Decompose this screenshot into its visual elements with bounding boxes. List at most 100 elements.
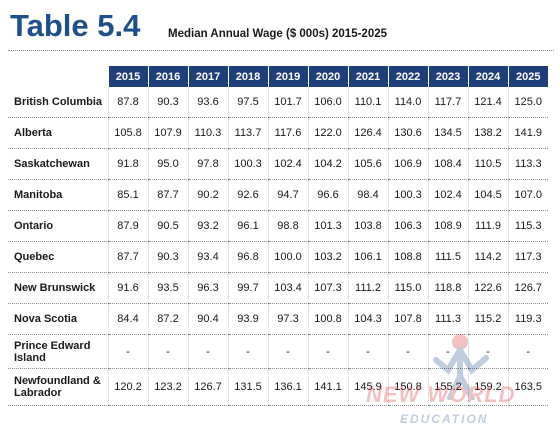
wage-cell: 93.5	[147, 272, 188, 304]
wage-cell: 104.2	[307, 148, 348, 180]
wage-cell: 103.2	[307, 241, 348, 273]
province-name: Nova Scotia	[8, 303, 108, 335]
province-name: Manitoba	[8, 179, 108, 211]
header-divider	[8, 50, 554, 51]
wage-cell: 100.3	[387, 179, 428, 211]
wage-table-body: British Columbia 87.8 90.3 93.6 97.5 101.7 106…	[8, 87, 548, 406]
wage-cell: 122.6	[467, 272, 508, 304]
wage-cell: 117.7	[427, 87, 468, 118]
province-name: British Columbia	[8, 87, 108, 118]
wage-cell: 87.7	[107, 241, 148, 273]
table-row: Prince Edward Island - - - - - - - - - - -	[8, 334, 548, 369]
wage-cell: 136.1	[267, 368, 308, 406]
wage-cell: 90.3	[147, 87, 188, 118]
table-row: British Columbia 87.8 90.3 93.6 97.5 101.7 106…	[8, 87, 548, 118]
wage-cell: 87.9	[107, 210, 148, 242]
wage-cell: 123.2	[147, 368, 188, 406]
wage-cell: 90.2	[187, 179, 228, 211]
table-row: Nova Scotia 84.4 87.2 90.4 93.9 97.3 100.8 104.…	[8, 303, 548, 335]
wage-table: 2015 2016 2017 2018 2019 2020 2021 2022 …	[8, 66, 548, 406]
year-header: 2025	[507, 66, 548, 87]
wage-cell: -	[147, 334, 188, 369]
wage-cell: 107.3	[307, 272, 348, 304]
wage-cell: 90.3	[147, 241, 188, 273]
wage-cell: 115.0	[387, 272, 428, 304]
wage-cell: 106.3	[387, 210, 428, 242]
wage-cell: 96.8	[227, 241, 268, 273]
wage-cell: 85.1	[107, 179, 148, 211]
province-name: Saskatchewan	[8, 148, 108, 180]
wage-cell: 111.5	[427, 241, 468, 273]
wage-cell: 130.6	[387, 117, 428, 149]
year-header: 2018	[227, 66, 268, 87]
wage-cell: 104.3	[347, 303, 388, 335]
table-row: Alberta 105.8 107.9 110.3 113.7 117.6 122.0 126…	[8, 117, 548, 149]
wage-cell: 87.2	[147, 303, 188, 335]
wage-cell: 110.1	[347, 87, 388, 118]
wage-cell: 93.4	[187, 241, 228, 273]
province-name: New Brunswick	[8, 272, 108, 304]
wage-cell: 92.6	[227, 179, 268, 211]
wage-cell: 113.7	[227, 117, 268, 149]
wage-cell: 102.4	[427, 179, 468, 211]
wage-cell: 106.0	[307, 87, 348, 118]
province-name: Quebec	[8, 241, 108, 273]
wage-cell: 96.3	[187, 272, 228, 304]
wage-cell: 111.3	[427, 303, 468, 335]
wage-cell: -	[227, 334, 268, 369]
wage-cell: 105.6	[347, 148, 388, 180]
table-row: Ontario 87.9 90.5 93.2 96.1 98.8 101.3 103.8 106…	[8, 210, 548, 242]
wage-cell: 97.8	[187, 148, 228, 180]
wage-cell: 125.0	[507, 87, 548, 118]
wage-cell: 104.5	[467, 179, 508, 211]
table-row: Saskatchewan 91.8 95.0 97.8 100.3 102.4 104.2 1…	[8, 148, 548, 180]
wage-cell: 101.7	[267, 87, 308, 118]
wage-cell: 155.2	[427, 368, 468, 406]
wage-cell: -	[347, 334, 388, 369]
wage-cell: 97.3	[267, 303, 308, 335]
wage-cell: 159.2	[467, 368, 508, 406]
wage-cell: -	[187, 334, 228, 369]
wage-cell: 120.2	[107, 368, 148, 406]
table-header: Table 5.4 Median Annual Wage ($ 000s) 20…	[8, 6, 554, 52]
wage-cell: 110.5	[467, 148, 508, 180]
wage-cell: 98.4	[347, 179, 388, 211]
wage-cell: -	[507, 334, 548, 369]
year-header: 2023	[427, 66, 468, 87]
wage-cell: 108.9	[427, 210, 468, 242]
wage-cell: 107.8	[387, 303, 428, 335]
table-number: Table 5.4	[10, 8, 141, 43]
table-row: Quebec 87.7 90.3 93.4 96.8 100.0 103.2 106.1 108…	[8, 241, 548, 273]
wage-cell: 95.0	[147, 148, 188, 180]
wage-cell: 100.8	[307, 303, 348, 335]
year-header: 2020	[307, 66, 348, 87]
wage-cell: 103.4	[267, 272, 308, 304]
province-name: Alberta	[8, 117, 108, 149]
wage-cell: 91.8	[107, 148, 148, 180]
watermark-line2: EDUCATION	[400, 412, 489, 426]
wage-cell: 97.5	[227, 87, 268, 118]
wage-cell: 114.0	[387, 87, 428, 118]
province-name: Newfoundland & Labrador	[8, 368, 108, 406]
wage-cell: 90.5	[147, 210, 188, 242]
wage-cell: 110.3	[187, 117, 228, 149]
wage-cell: 91.6	[107, 272, 148, 304]
wage-cell: -	[307, 334, 348, 369]
wage-cell: 99.7	[227, 272, 268, 304]
province-name: Ontario	[8, 210, 108, 242]
wage-cell: 106.1	[347, 241, 388, 273]
year-header: 2024	[467, 66, 508, 87]
wage-cell: 93.9	[227, 303, 268, 335]
wage-cell: 94.7	[267, 179, 308, 211]
wage-cell: 117.6	[267, 117, 308, 149]
wage-cell: 96.1	[227, 210, 268, 242]
wage-cell: 141.9	[507, 117, 548, 149]
wage-cell: 138.2	[467, 117, 508, 149]
table-title: Median Annual Wage ($ 000s) 2015-2025	[168, 28, 388, 40]
wage-cell: 113.3	[507, 148, 548, 180]
year-header: 2019	[267, 66, 308, 87]
wage-cell: 122.0	[307, 117, 348, 149]
wage-cell: 126.4	[347, 117, 388, 149]
wage-cell: 163.5	[507, 368, 548, 406]
wage-cell: 96.6	[307, 179, 348, 211]
